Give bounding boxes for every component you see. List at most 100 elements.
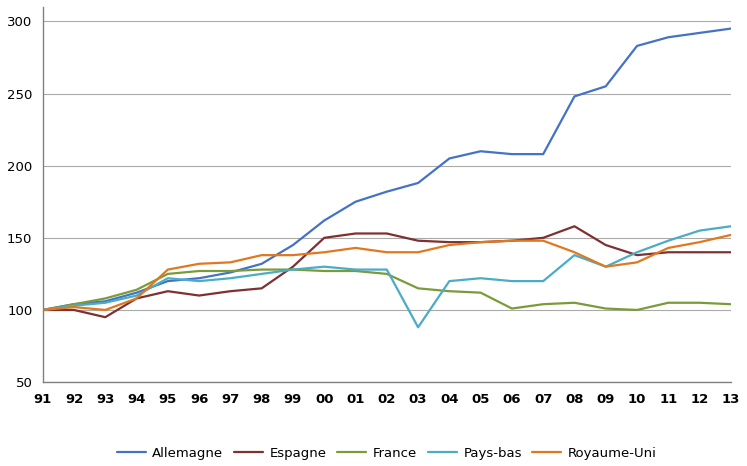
Royaume-Uni [726,232,735,238]
Royaume-Uni [382,249,391,255]
France [476,290,485,295]
Royaume-Uni [257,253,266,258]
Allemagne [382,189,391,194]
Espagne [695,249,704,255]
Allemagne [414,180,423,186]
Royaume-Uni [664,245,673,251]
Allemagne [633,43,642,49]
Royaume-Uni [320,249,329,255]
Royaume-Uni [132,295,141,301]
Allemagne [101,299,110,304]
Espagne [382,231,391,236]
Line: Pays-bas: Pays-bas [43,226,731,327]
Pays-bas [195,278,204,284]
France [288,267,297,272]
France [69,302,78,307]
France [570,300,579,306]
Royaume-Uni [601,264,610,269]
Allemagne [695,30,704,36]
Espagne [226,288,235,294]
France [726,302,735,307]
Legend: Allemagne, Espagne, France, Pays-bas, Royaume-Uni: Allemagne, Espagne, France, Pays-bas, Ro… [111,441,662,465]
France [226,268,235,274]
Espagne [539,235,548,240]
Allemagne [570,94,579,99]
France [601,306,610,311]
France [414,286,423,291]
Royaume-Uni [414,249,423,255]
Pays-bas [226,275,235,281]
Espagne [445,240,454,245]
Line: Espagne: Espagne [43,226,731,317]
Royaume-Uni [195,261,204,267]
Pays-bas [476,275,485,281]
Allemagne [257,261,266,267]
Espagne [414,238,423,244]
Allemagne [476,149,485,154]
Espagne [633,253,642,258]
France [507,306,516,311]
Line: Allemagne: Allemagne [43,28,731,310]
France [164,271,173,277]
France [132,287,141,293]
France [320,268,329,274]
Royaume-Uni [69,304,78,310]
Allemagne [195,275,204,281]
Pays-bas [382,267,391,272]
France [382,271,391,277]
Allemagne [226,270,235,275]
Pays-bas [320,264,329,269]
Royaume-Uni [226,260,235,265]
Espagne [476,240,485,245]
Royaume-Uni [38,307,47,313]
Royaume-Uni [288,253,297,258]
Espagne [726,249,735,255]
Pays-bas [695,228,704,233]
Allemagne [288,242,297,248]
Pays-bas [414,324,423,330]
Allemagne [445,156,454,161]
Espagne [132,295,141,301]
Pays-bas [601,264,610,269]
France [633,307,642,313]
Royaume-Uni [101,307,110,313]
Espagne [507,238,516,244]
Allemagne [601,83,610,89]
Espagne [320,235,329,240]
Pays-bas [726,224,735,229]
Royaume-Uni [164,267,173,272]
Royaume-Uni [476,240,485,245]
Royaume-Uni [445,242,454,248]
Pays-bas [664,238,673,244]
Pays-bas [633,249,642,255]
Pays-bas [539,278,548,284]
Royaume-Uni [539,238,548,244]
Allemagne [69,302,78,307]
France [257,267,266,272]
Espagne [288,264,297,269]
France [195,268,204,274]
France [38,307,47,313]
Royaume-Uni [570,249,579,255]
Pays-bas [257,271,266,277]
Line: France: France [43,269,731,310]
Royaume-Uni [695,240,704,245]
Allemagne [164,278,173,284]
Espagne [101,315,110,320]
Pays-bas [101,300,110,306]
Royaume-Uni [507,238,516,244]
Espagne [664,249,673,255]
Allemagne [539,151,548,157]
Line: Royaume-Uni: Royaume-Uni [43,235,731,310]
France [695,300,704,306]
Allemagne [507,151,516,157]
France [351,268,360,274]
Pays-bas [351,267,360,272]
Allemagne [320,218,329,223]
France [539,302,548,307]
Espagne [38,307,47,313]
Allemagne [664,34,673,40]
Espagne [601,242,610,248]
Espagne [351,231,360,236]
Espagne [570,224,579,229]
